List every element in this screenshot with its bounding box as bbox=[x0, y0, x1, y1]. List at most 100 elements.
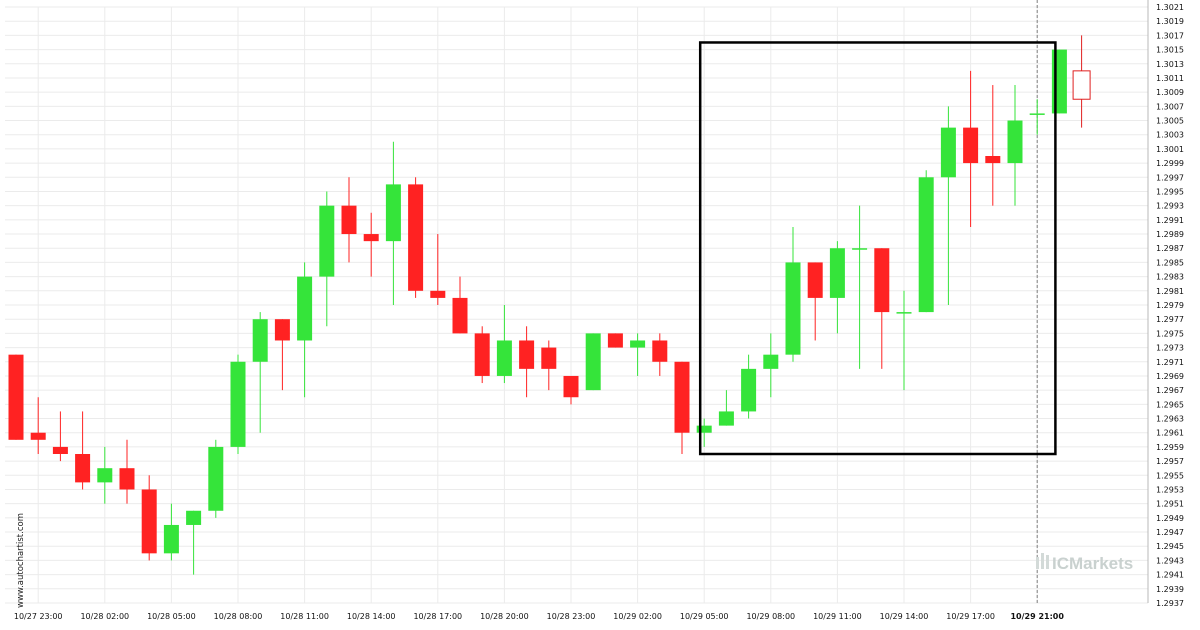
candle-body bbox=[652, 340, 668, 362]
price-tick-label: 1.2997 bbox=[1156, 173, 1184, 182]
price-tick-label: 1.3003 bbox=[1156, 131, 1184, 140]
candle-body bbox=[430, 290, 446, 298]
price-tick-label: 1.3015 bbox=[1156, 46, 1184, 55]
price-tick-label: 1.2975 bbox=[1156, 329, 1184, 338]
candle-body bbox=[541, 347, 557, 369]
candle-body bbox=[163, 524, 179, 554]
time-tick-label: 10/28 17:00 bbox=[413, 612, 462, 621]
price-tick-label: 1.3017 bbox=[1156, 31, 1184, 40]
time-tick-label: 10/29 14:00 bbox=[880, 612, 929, 621]
candle-body bbox=[1029, 113, 1045, 115]
candle-body bbox=[563, 375, 579, 398]
time-tick-label: 10/28 20:00 bbox=[480, 612, 529, 621]
price-tick-label: 1.3019 bbox=[1156, 17, 1184, 26]
candle-body bbox=[1051, 49, 1067, 114]
candle-body bbox=[230, 361, 246, 447]
candles bbox=[8, 35, 1091, 575]
candle-body bbox=[319, 205, 335, 277]
time-tick-label: 10/29 11:00 bbox=[813, 612, 862, 621]
time-tick-label: 10/28 23:00 bbox=[547, 612, 596, 621]
grid bbox=[5, 0, 1148, 604]
time-tick-label: 10/28 11:00 bbox=[280, 612, 329, 621]
candle-body bbox=[408, 184, 424, 291]
candle-body bbox=[52, 446, 68, 454]
time-tick-label: 10/29 08:00 bbox=[746, 612, 795, 621]
price-tick-label: 1.3001 bbox=[1156, 145, 1184, 154]
candle-body bbox=[496, 340, 512, 376]
candle-body bbox=[896, 312, 912, 314]
price-tick-label: 1.2989 bbox=[1156, 230, 1184, 239]
candle-body bbox=[297, 276, 313, 341]
price-tick-label: 1.2947 bbox=[1156, 528, 1184, 537]
price-tick-label: 1.2953 bbox=[1156, 485, 1184, 494]
price-tick-label: 1.2999 bbox=[1156, 159, 1184, 168]
time-axis: 10/27 23:00 10/28 02:00 10/28 05:00 10/28 0… bbox=[14, 612, 1064, 621]
time-tick-label: 10/29 05:00 bbox=[680, 612, 729, 621]
price-tick-label: 1.2963 bbox=[1156, 415, 1184, 424]
candle-body bbox=[963, 127, 979, 164]
price-tick-label: 1.3005 bbox=[1156, 117, 1184, 126]
price-tick-label: 1.2973 bbox=[1156, 344, 1184, 353]
price-tick-label: 1.2957 bbox=[1156, 457, 1184, 466]
price-tick-label: 1.2977 bbox=[1156, 315, 1184, 324]
logo-bar-icon bbox=[1041, 553, 1044, 569]
candle-body bbox=[30, 432, 46, 440]
price-tick-label: 1.2969 bbox=[1156, 372, 1184, 381]
pattern-highlight-box bbox=[698, 41, 1057, 456]
candle-body bbox=[852, 248, 868, 250]
price-tick-label: 1.2955 bbox=[1156, 471, 1184, 480]
price-tick-label: 1.2941 bbox=[1156, 571, 1184, 580]
time-tick-label: 10/29 21:00 bbox=[1010, 612, 1064, 621]
price-tick-label: 1.2943 bbox=[1156, 556, 1184, 565]
candle-body bbox=[674, 361, 690, 433]
time-tick-label: 10/28 14:00 bbox=[347, 612, 396, 621]
candle-body bbox=[829, 248, 845, 298]
candle-body bbox=[75, 454, 91, 483]
candle-body bbox=[385, 184, 401, 242]
candle-body bbox=[718, 411, 734, 426]
candle-body bbox=[985, 156, 1001, 164]
price-tick-label: 1.2983 bbox=[1156, 273, 1184, 282]
candle-body bbox=[363, 234, 379, 242]
price-tick-label: 1.2959 bbox=[1156, 443, 1184, 452]
candle-body bbox=[97, 468, 113, 483]
time-tick-label: 10/29 17:00 bbox=[946, 612, 995, 621]
time-tick-label: 10/29 02:00 bbox=[613, 612, 662, 621]
price-tick-label: 1.2945 bbox=[1156, 542, 1184, 551]
price-tick-label: 1.2951 bbox=[1156, 500, 1184, 509]
candle-body bbox=[918, 177, 934, 313]
candle-body bbox=[1072, 70, 1091, 100]
candle-body bbox=[874, 248, 890, 313]
icmarkets-logo: ICMarkets bbox=[1036, 553, 1133, 573]
logo-bar-icon bbox=[1046, 555, 1049, 569]
price-tick-label: 1.2995 bbox=[1156, 187, 1184, 196]
price-tick-label: 1.2961 bbox=[1156, 429, 1184, 438]
price-tick-label: 1.2937 bbox=[1156, 599, 1184, 608]
candle-body bbox=[186, 510, 202, 525]
candle-body bbox=[763, 354, 779, 369]
autochartist-watermark: www.autochartist.com bbox=[16, 513, 26, 608]
candle-body bbox=[741, 368, 757, 412]
candle-body bbox=[274, 319, 290, 341]
time-tick-label: 10/28 05:00 bbox=[147, 612, 196, 621]
price-tick-label: 1.2993 bbox=[1156, 202, 1184, 211]
candle-body bbox=[630, 340, 646, 348]
candle-body bbox=[807, 262, 823, 298]
candle-body bbox=[141, 489, 157, 554]
price-axis: 1.3021 1.3019 1.3017 1.3015 1.3013 1.3011 1.30… bbox=[1147, 0, 1184, 608]
candle-body bbox=[785, 262, 801, 355]
price-tick-label: 1.2965 bbox=[1156, 400, 1184, 409]
price-tick-label: 1.2967 bbox=[1156, 386, 1184, 395]
price-tick-label: 1.2949 bbox=[1156, 514, 1184, 523]
candle-body bbox=[452, 297, 468, 334]
price-tick-label: 1.2971 bbox=[1156, 358, 1184, 367]
price-tick-label: 1.2991 bbox=[1156, 216, 1184, 225]
candle-body bbox=[8, 354, 24, 440]
candle-body bbox=[940, 127, 956, 178]
candle-body bbox=[474, 333, 490, 376]
price-tick-label: 1.3009 bbox=[1156, 88, 1184, 97]
candle-body bbox=[119, 468, 135, 490]
price-tick-label: 1.3007 bbox=[1156, 102, 1184, 111]
candle-body bbox=[341, 205, 357, 235]
